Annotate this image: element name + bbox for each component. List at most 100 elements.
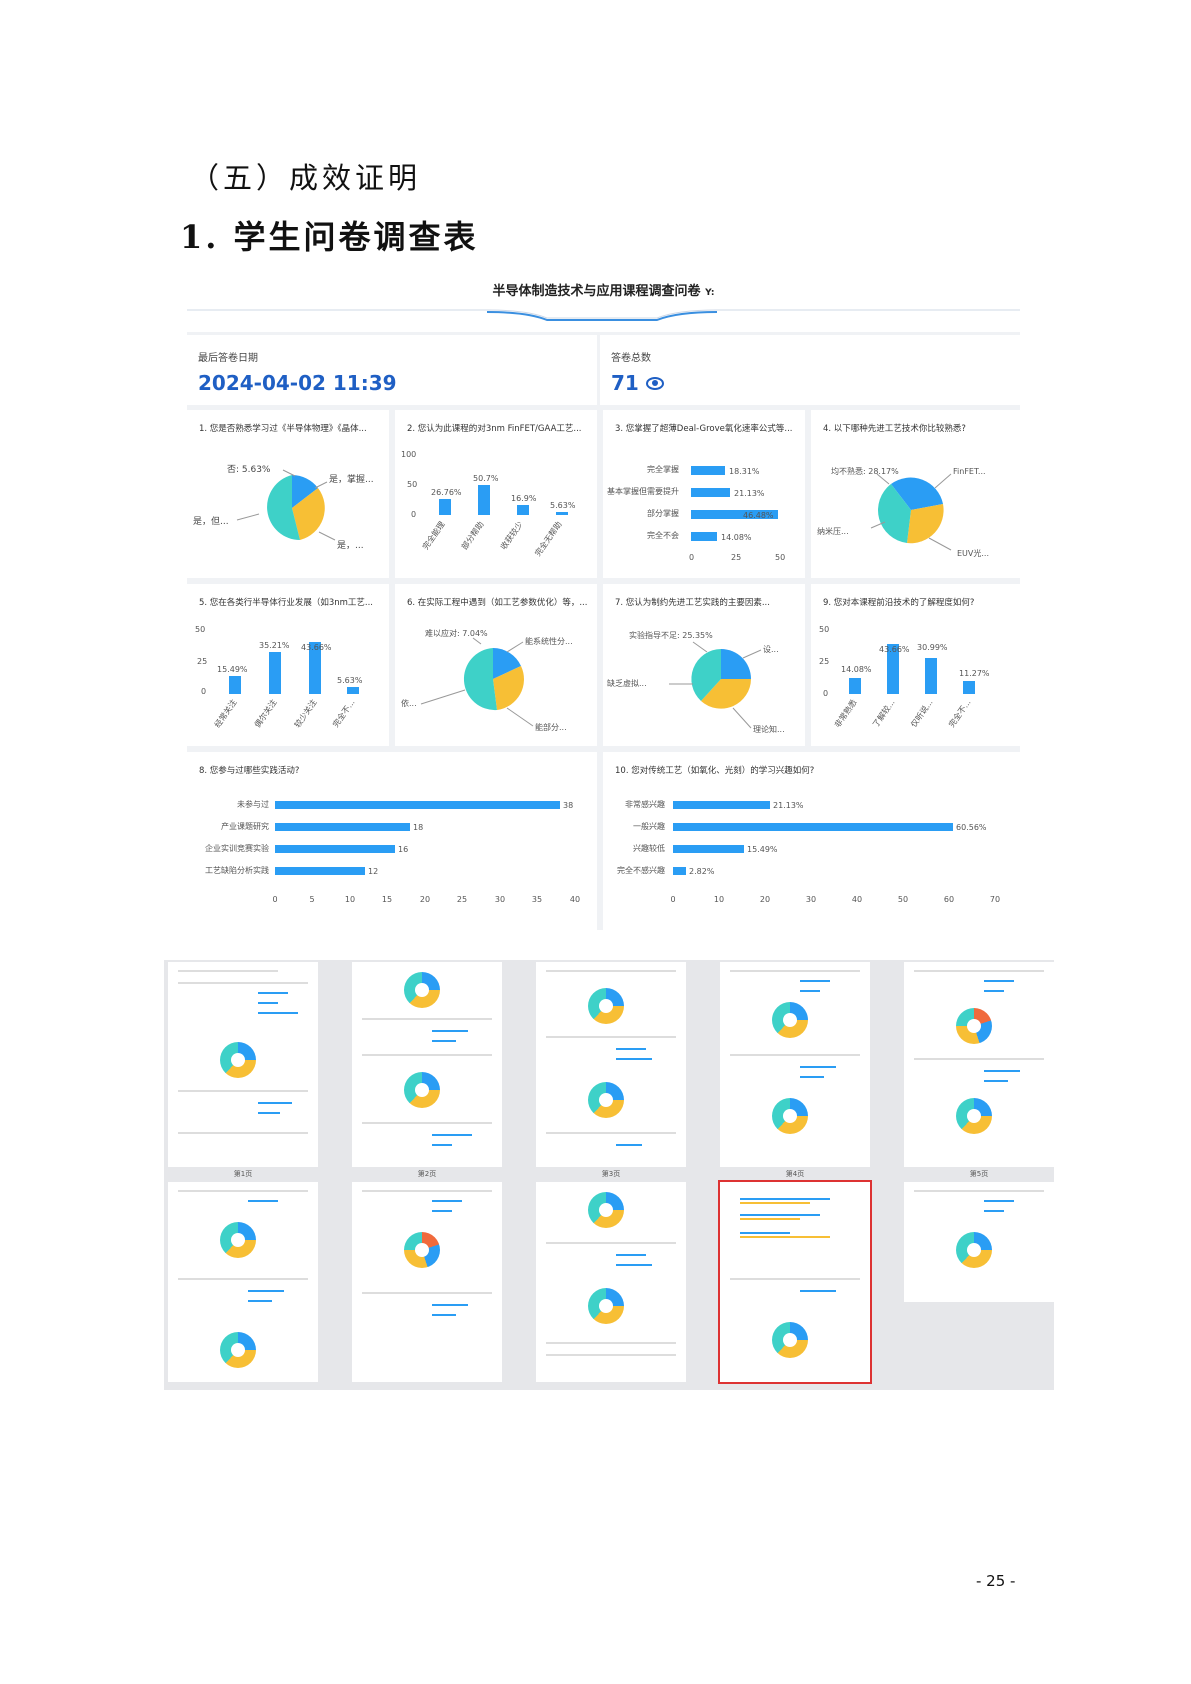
q8-bar-2: [275, 845, 395, 853]
q7-label-0: 实验指导不足: 25.35%: [629, 630, 713, 640]
q5-bar-1: [269, 652, 281, 694]
q4-slice-teal: [878, 484, 911, 543]
q9-card: 9. 您对本课程前沿技术的了解程度如何? 50 25 0 14.08% 43.6…: [811, 584, 1020, 746]
q8-tick-1: 5: [309, 895, 314, 904]
thumbnail-page-6[interactable]: [168, 1182, 318, 1382]
q8-tick-6: 30: [495, 895, 505, 904]
q10-value-2: 15.49%: [747, 845, 778, 854]
q6-label-0: 难以应对: 7.04%: [425, 628, 488, 638]
header-decoration: [187, 309, 1020, 321]
q1-card: 1. 您是否熟悉学习过《半导体物理》《晶体... 否: 5.63% 是，掌握..…: [187, 410, 389, 578]
q2-tick-1: 50: [407, 480, 417, 489]
page-number: - 25 -: [976, 1572, 1016, 1590]
q7-card: 7. 您认为制约先进工艺实践的主要因素... 实验指导不足: 25.35% 设.…: [603, 584, 805, 746]
thumb-caption-2: 第2页: [417, 1170, 437, 1178]
survey-heading: 1. 学生问卷调查表: [180, 218, 479, 256]
q6-slice-yellow: [493, 666, 524, 710]
q5-card: 5. 您在各类行半导体行业发展（如3nm工艺... 50 25 0 15.49%…: [187, 584, 389, 746]
q5-cat-2: 较少关注: [292, 697, 319, 729]
q8-cat-2: 企业实训竞赛实验: [205, 843, 269, 853]
q3-bar-1: [691, 488, 730, 497]
q9-bar-1: [887, 644, 899, 694]
survey-dashboard-screenshot: 半导体制造技术与应用课程调查问卷 Y: 最后答卷日期 2024-04-02 11…: [187, 272, 1020, 930]
q5-cat-3: 完全不...: [330, 697, 356, 729]
q2-title: 2. 您认为此课程的对3nm FinFET/GAA工艺...: [407, 424, 582, 434]
q3-cat-1: 基本掌握但需要提升: [607, 486, 679, 496]
thumbnail-page-5[interactable]: [904, 962, 1054, 1167]
q6-label-3: 能部分...: [535, 722, 567, 732]
page-thumbnails-screenshot: 第1页 第2页 第3页 第4页 第5页 ↻ ↺ × …: [164, 960, 1054, 1390]
q3-tick-1: 25: [731, 553, 741, 562]
q2-value-0: 26.76%: [431, 488, 462, 497]
q10-cat-2: 兴趣较低: [633, 843, 665, 853]
q10-tick-3: 30: [806, 895, 816, 904]
q9-cat-0: 非常熟悉: [832, 697, 859, 729]
q2-bar-1: [478, 485, 490, 515]
q3-value-0: 18.31%: [729, 467, 760, 476]
q2-value-3: 5.63%: [550, 501, 576, 510]
thumbnail-page-8[interactable]: [536, 1182, 686, 1382]
last-answer-panel: 最后答卷日期 2024-04-02 11:39: [187, 335, 597, 405]
thumbnail-page-10[interactable]: [904, 1182, 1054, 1302]
q2-card: 2. 您认为此课程的对3nm FinFET/GAA工艺... 100 50 0 …: [395, 410, 597, 578]
thumbnail-page-9-selected[interactable]: [718, 1180, 872, 1384]
q2-bar-2: [517, 505, 529, 515]
q8-value-1: 18: [413, 823, 423, 832]
q7-slice-yellow: [701, 679, 751, 709]
q3-bar-0: [691, 466, 725, 475]
thumbnail-page-7[interactable]: [352, 1182, 502, 1382]
q4-card: 4. 以下哪种先进工艺技术你比较熟悉? 均不熟悉: 28.17% FinFET.…: [811, 410, 1020, 578]
q9-tick-2: 0: [823, 689, 828, 698]
q9-bar-0: [849, 678, 861, 694]
q8-cat-1: 产业课题研究: [221, 821, 269, 831]
thumbnail-page-2[interactable]: [352, 962, 502, 1167]
q3-value-3: 14.08%: [721, 533, 752, 542]
q3-cat-2: 部分掌握: [647, 508, 679, 518]
q3-cat-0: 完全掌握: [647, 464, 679, 474]
q4-slice-yellow: [907, 504, 944, 544]
q8-tick-7: 35: [532, 895, 542, 904]
q2-cat-2: 收获较少: [498, 519, 525, 551]
q2-tick-0: 100: [401, 450, 416, 459]
q1-slice-yellow: [292, 488, 325, 540]
q9-tick-1: 25: [819, 657, 829, 666]
q6-label-1: 能系统性分...: [525, 636, 573, 646]
dashboard-header: 半导体制造技术与应用课程调查问卷 Y:: [187, 272, 1020, 332]
q8-bar-0: [275, 801, 560, 809]
answer-count-label: 答卷总数: [611, 353, 651, 364]
q10-cat-1: 一般兴趣: [633, 821, 665, 831]
q2-bar-0: [439, 499, 451, 515]
q1-label-3: 是，...: [337, 540, 364, 551]
q8-bar-1: [275, 823, 410, 831]
q3-value-1: 21.13%: [734, 489, 765, 498]
q5-title: 5. 您在各类行半导体行业发展（如3nm工艺...: [199, 598, 373, 608]
q6-pie: [463, 648, 524, 711]
q9-value-1: 43.66%: [879, 645, 910, 654]
q9-value-2: 30.99%: [917, 643, 948, 652]
q3-tick-2: 50: [775, 553, 785, 562]
q5-tick-1: 25: [197, 657, 207, 666]
q3-title: 3. 您掌握了超薄Deal-Grove氧化速率公式等...: [615, 424, 793, 434]
answer-count-panel: 答卷总数 71: [600, 335, 1020, 405]
q7-label-1: 设...: [763, 644, 779, 654]
q7-title: 7. 您认为制约先进工艺实践的主要因素...: [615, 598, 770, 608]
q3-bar-2: [691, 510, 778, 519]
q1-label-2: 是，但...: [193, 515, 229, 527]
thumb-donut-icon: [220, 1042, 256, 1078]
q8-title: 8. 您参与过哪些实践活动?: [199, 766, 300, 776]
q10-tick-7: 70: [990, 895, 1000, 904]
thumb-caption-1: 第1页: [233, 1170, 253, 1178]
thumbnail-page-4[interactable]: [720, 962, 870, 1167]
q7-label-3: 理论知...: [753, 724, 785, 734]
eye-icon[interactable]: [646, 377, 664, 390]
thumbnail-page-3[interactable]: [536, 962, 686, 1167]
q8-card: 8. 您参与过哪些实践活动? 未参与过 产业课题研究 企业实训竞赛实验 工艺缺陷…: [187, 752, 597, 930]
q9-bar-2: [925, 658, 937, 694]
q10-card: 10. 您对传统工艺（如氧化、光刻）的学习兴趣如何? 非常感兴趣 一般兴趣 兴趣…: [603, 752, 1020, 930]
q3-cat-3: 完全不会: [647, 530, 679, 540]
q1-slice-teal: [267, 475, 300, 540]
q5-value-1: 35.21%: [259, 641, 290, 650]
q10-bar-2: [673, 845, 744, 853]
q4-title: 4. 以下哪种先进工艺技术你比较熟悉?: [823, 424, 966, 434]
thumbnail-page-1[interactable]: [168, 962, 318, 1167]
